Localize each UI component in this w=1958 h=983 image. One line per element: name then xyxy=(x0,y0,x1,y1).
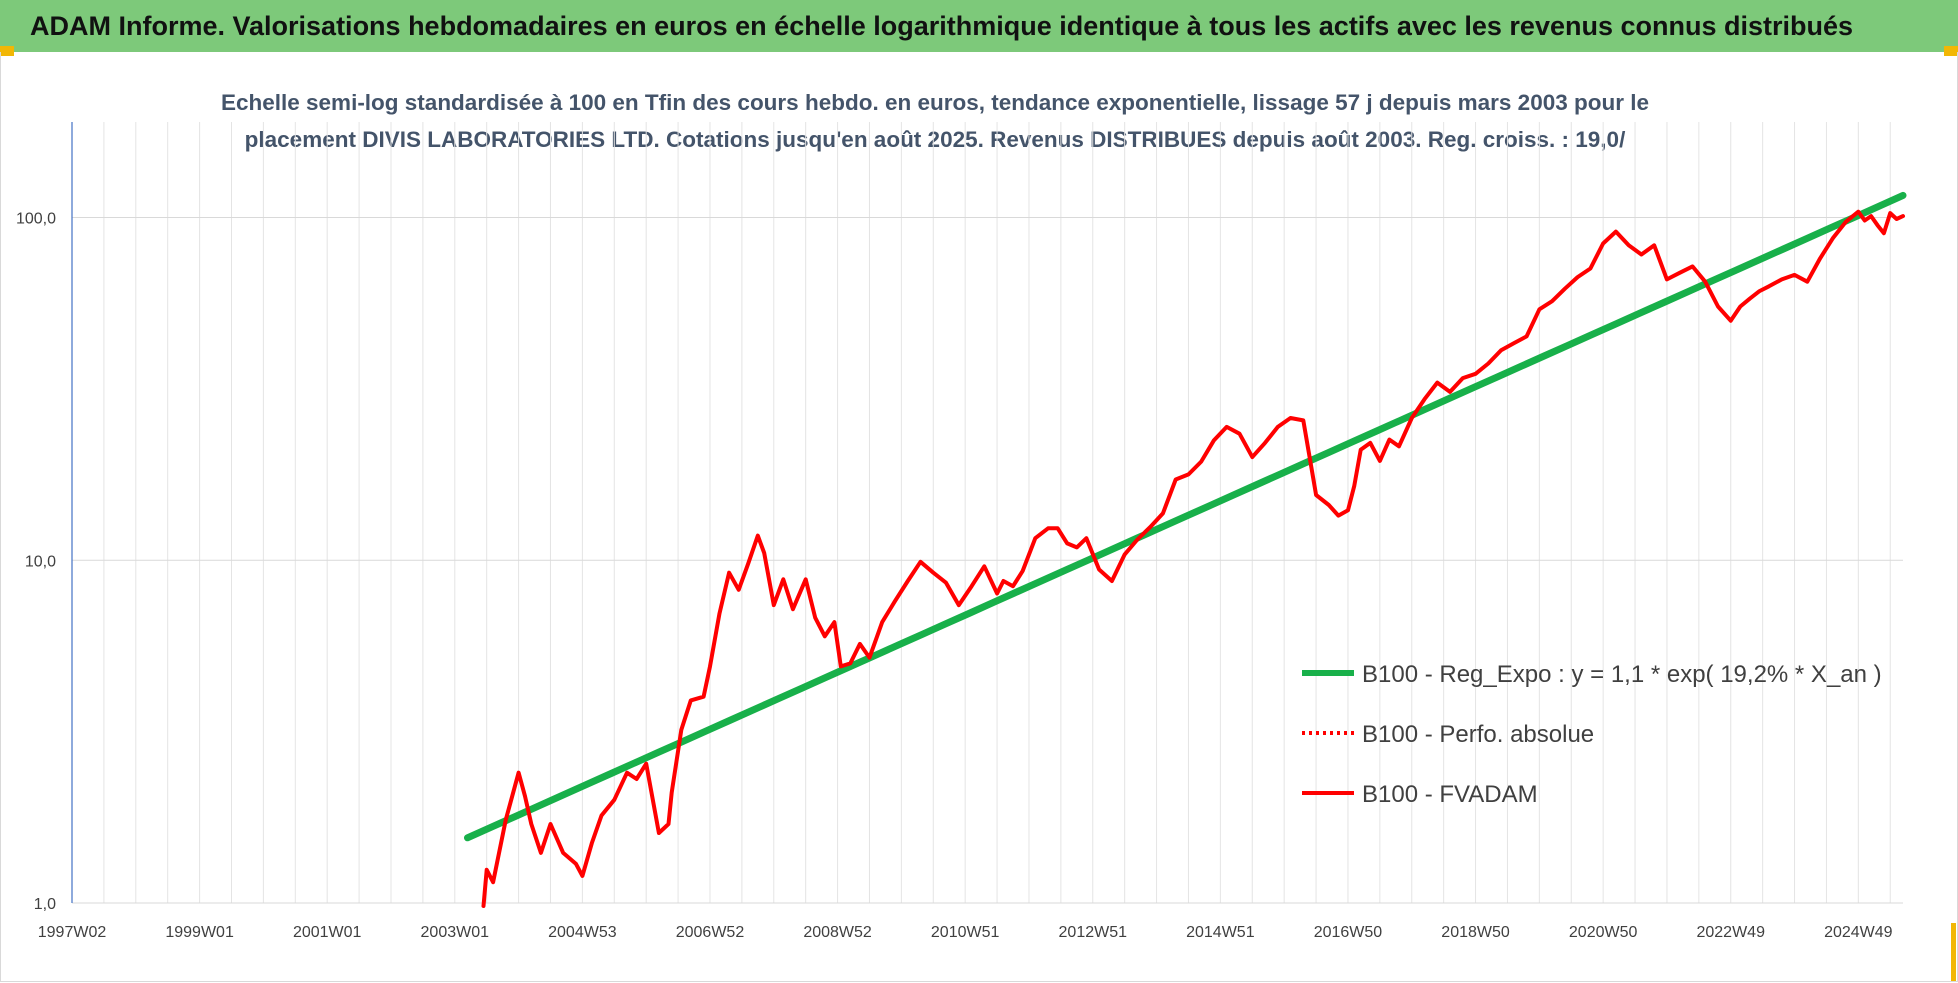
chart-title: Echelle semi-log standardisée à 100 en T… xyxy=(200,84,1670,158)
axes: 1,0 10,0 100,0 1997W02 1999W01 2001W01 2003W01… xyxy=(16,122,1893,941)
legend-label-1: B100 - Perfo. absolue xyxy=(1362,721,1594,748)
x-tick-label: 2024W49 xyxy=(1824,924,1893,941)
y-tick-label: 1,0 xyxy=(34,896,56,913)
corner-mark-left xyxy=(0,46,14,56)
x-tick-label: 2004W53 xyxy=(548,924,617,941)
legend-label-0: B100 - Reg_Expo : y = 1,1 * exp( 19,2% *… xyxy=(1362,661,1882,688)
x-tick-label: 1997W02 xyxy=(38,924,107,941)
x-tick-label: 2001W01 xyxy=(293,924,362,941)
series-line-2 xyxy=(481,209,1905,908)
legend: B100 - Reg_Expo : y = 1,1 * exp( 19,2% *… xyxy=(1302,661,1882,808)
x-tick-label: 2012W51 xyxy=(1059,924,1128,941)
chart-title-line-2: placement DIVIS LABORATORIES LTD. Cotati… xyxy=(244,127,1626,152)
x-tick-label: 2018W50 xyxy=(1441,924,1510,941)
corner-mark-bottom-right xyxy=(1951,923,1956,981)
y-tick-label: 100,0 xyxy=(16,211,56,228)
x-tick-label: 2016W50 xyxy=(1314,924,1383,941)
x-tick-label: 1999W01 xyxy=(165,924,234,941)
chart-title-line-1: Echelle semi-log standardisée à 100 en T… xyxy=(220,90,1649,115)
y-tick-label: 10,0 xyxy=(25,553,56,570)
x-tick-label: 2006W52 xyxy=(676,924,745,941)
x-tick-label: 2014W51 xyxy=(1186,924,1255,941)
corner-mark-right xyxy=(1944,46,1958,56)
series-lines xyxy=(464,191,1907,908)
series-line-0 xyxy=(464,191,1907,842)
x-tick-label: 2008W52 xyxy=(803,924,872,941)
x-tick-label: 2022W49 xyxy=(1696,924,1765,941)
x-tick-label: 2003W01 xyxy=(421,924,490,941)
x-tick-label: 2010W51 xyxy=(931,924,1000,941)
x-tick-label: 2020W50 xyxy=(1569,924,1638,941)
grid-lines xyxy=(71,122,1903,904)
report-title: ADAM Informe. Valorisations hebdomadaire… xyxy=(30,10,1854,41)
report-banner: ADAM Informe. Valorisations hebdomadaire… xyxy=(0,0,1958,52)
legend-label-2: B100 - FVADAM xyxy=(1362,781,1538,808)
